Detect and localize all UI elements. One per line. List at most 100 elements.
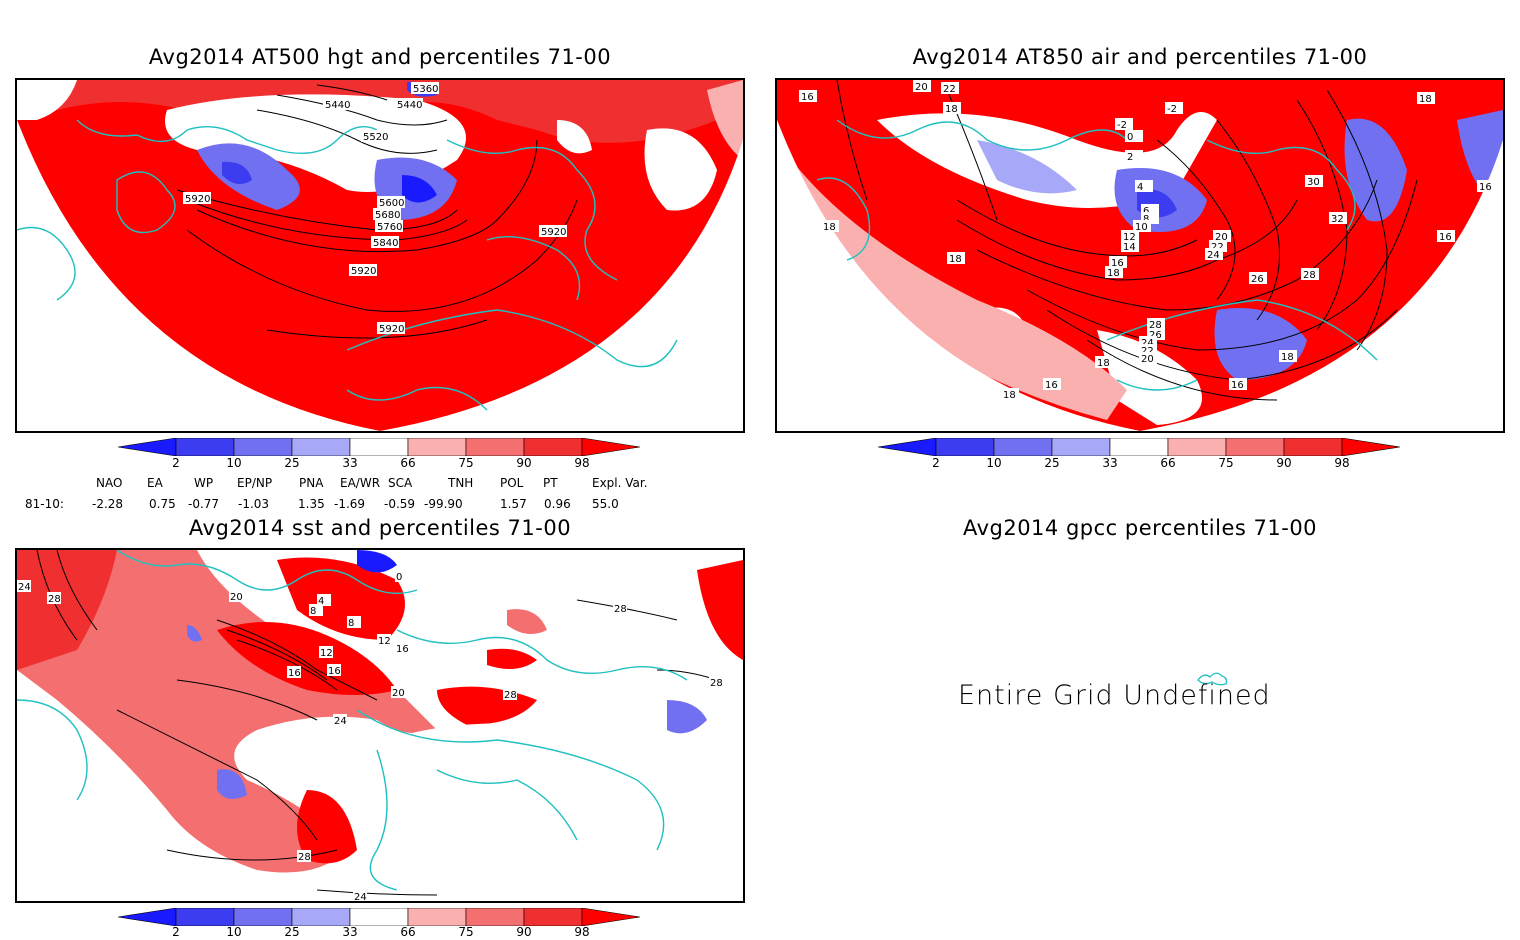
contour-label: 16 [1109, 256, 1127, 269]
map-panel-air: 16 20 22 18 -2 -2 0 2 4 6 8 10 12 14 16 … [775, 78, 1505, 433]
svg-text:5600: 5600 [379, 198, 404, 209]
colorbar-label: 75 [458, 456, 474, 470]
contour-label: 20 [391, 686, 405, 699]
svg-text:20: 20 [1215, 232, 1228, 243]
index-name-pna: PNA [299, 476, 324, 490]
colorbar-label: 10 [226, 925, 242, 939]
colorbar-sst-bar [117, 907, 641, 927]
contour-label: 20 [229, 590, 243, 603]
map-panel-sst: 24 28 20 16 12 8 4 0 8 12 16 20 24 28 28… [15, 548, 745, 903]
contour-label: 24 [333, 714, 347, 727]
index-name-wp: WP [194, 476, 214, 490]
panel-title-sst: Avg2014 sst and percentiles 71-00 [188, 516, 572, 540]
svg-text:22: 22 [1141, 346, 1154, 357]
colorbar-label: 75 [1218, 456, 1234, 470]
svg-text:5440: 5440 [325, 100, 350, 111]
contour-label: 16 [287, 666, 301, 679]
colorbar-label: 33 [342, 456, 358, 470]
index-value-nao: -2.28 [92, 497, 124, 511]
contour-label: 20 [1139, 352, 1157, 365]
index-name-tnh: TNH [448, 476, 474, 490]
contour-label: 0 [395, 570, 409, 583]
svg-text:0: 0 [396, 572, 402, 583]
svg-text:18: 18 [1097, 358, 1110, 369]
svg-text:16: 16 [396, 644, 409, 655]
svg-text:8: 8 [1143, 214, 1149, 225]
svg-text:24: 24 [1141, 338, 1154, 349]
contour-label: 8 [347, 616, 361, 629]
panel-title-hgt: Avg2014 AT500 hgt and percentiles 71-00 [148, 45, 612, 69]
contour-label: 5520 [361, 130, 389, 143]
svg-text:24: 24 [334, 716, 347, 727]
svg-text:16: 16 [801, 92, 814, 103]
contour-label: 16 [1043, 378, 1061, 391]
contour-label: 2 [1125, 150, 1143, 163]
contour-label: 16 [327, 664, 341, 677]
index-name-nao: NAO [96, 476, 123, 490]
contour-label: 24 [17, 580, 31, 593]
colorbar-label: 90 [516, 925, 532, 939]
svg-text:22: 22 [943, 84, 956, 95]
svg-text:26: 26 [1149, 330, 1162, 341]
svg-text:20: 20 [1141, 354, 1154, 365]
svg-text:18: 18 [1419, 94, 1432, 105]
svg-text:28: 28 [48, 594, 61, 605]
contour-label: 5680 [373, 208, 401, 221]
svg-text:6: 6 [1143, 206, 1149, 217]
colorbar-label: 75 [458, 925, 474, 939]
contour-label: 16 [395, 642, 409, 655]
contour-label: 24 [1205, 248, 1223, 261]
index-value-sca: -0.59 [384, 497, 416, 511]
index-name-eawr: EA/WR [340, 476, 381, 490]
contour-label: 28 [1147, 318, 1165, 331]
contour-label: 5920 [183, 192, 211, 205]
svg-text:5920: 5920 [351, 266, 376, 277]
contour-label: 18 [1279, 350, 1297, 363]
svg-text:16: 16 [1439, 232, 1452, 243]
svg-text:8: 8 [348, 618, 354, 629]
contour-label: 28 [613, 602, 627, 615]
colorbar-label: 66 [1160, 456, 1176, 470]
svg-text:5760: 5760 [377, 222, 402, 233]
colorbar-label: 2 [172, 925, 180, 939]
svg-text:30: 30 [1307, 177, 1320, 188]
colorbar-label: 66 [400, 925, 416, 939]
svg-text:5920: 5920 [541, 227, 566, 238]
svg-text:24: 24 [18, 582, 31, 593]
air-map: 16 20 22 18 -2 -2 0 2 4 6 8 10 12 14 16 … [777, 80, 1503, 431]
contour-label: -2 [1165, 102, 1183, 115]
svg-text:16: 16 [1111, 258, 1124, 269]
svg-text:32: 32 [1331, 214, 1344, 225]
contour-label: 5600 [377, 196, 405, 209]
contour-label: 16 [1229, 378, 1247, 391]
svg-text:16: 16 [1231, 380, 1244, 391]
index-name-sca: SCA [388, 476, 413, 490]
svg-text:5920: 5920 [185, 194, 210, 205]
colorbar-label: 98 [574, 925, 590, 939]
contour-label: 5360 [411, 82, 439, 95]
svg-text:10: 10 [1135, 222, 1148, 233]
svg-text:5520: 5520 [363, 132, 388, 143]
contour-label: 16 [1437, 230, 1455, 243]
contour-label: 16 [1477, 180, 1495, 193]
svg-text:5440: 5440 [397, 100, 422, 111]
svg-text:14: 14 [1123, 242, 1136, 253]
contour-label: 5760 [375, 220, 403, 233]
svg-text:2: 2 [1127, 152, 1133, 163]
svg-text:28: 28 [1149, 320, 1162, 331]
contour-label: 18 [821, 220, 839, 233]
colorbar-air-bar [877, 437, 1401, 457]
svg-text:8: 8 [310, 606, 316, 617]
svg-text:16: 16 [1045, 380, 1058, 391]
colorbar-label: 2 [172, 456, 180, 470]
index-name-epnp: EP/NP [237, 476, 273, 490]
contour-label: 30 [1305, 175, 1323, 188]
svg-text:16: 16 [1479, 182, 1492, 193]
contour-label: 18 [1105, 266, 1123, 279]
hgt-map: 5360 5440 5440 5520 5600 5680 5760 5840 … [17, 80, 743, 431]
svg-text:18: 18 [945, 104, 958, 115]
index-value-pol: 1.57 [500, 497, 527, 511]
colorbar-label: 10 [986, 456, 1002, 470]
contour-label: 28 [297, 850, 311, 863]
colorbar-label: 98 [1334, 456, 1350, 470]
